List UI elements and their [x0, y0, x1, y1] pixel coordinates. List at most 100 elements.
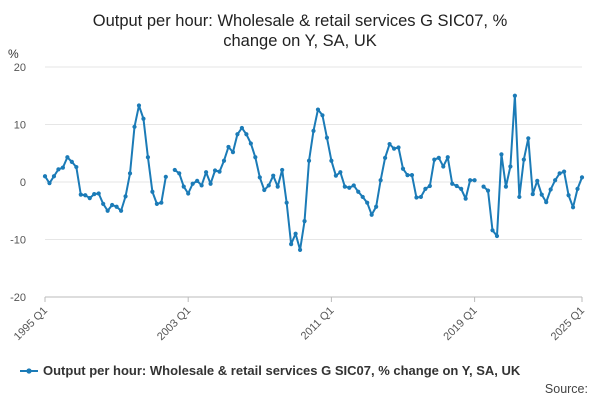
- data-point[interactable]: [302, 219, 307, 224]
- data-point[interactable]: [463, 196, 468, 201]
- data-point[interactable]: [56, 167, 61, 172]
- data-point[interactable]: [65, 155, 70, 160]
- data-point[interactable]: [548, 187, 553, 192]
- data-point[interactable]: [405, 173, 410, 178]
- data-point[interactable]: [289, 242, 294, 247]
- data-point[interactable]: [356, 189, 361, 194]
- data-point[interactable]: [181, 184, 186, 189]
- data-point[interactable]: [450, 181, 455, 186]
- data-point[interactable]: [472, 178, 477, 183]
- data-point[interactable]: [105, 208, 110, 213]
- data-point[interactable]: [508, 164, 513, 169]
- data-point[interactable]: [570, 205, 576, 210]
- data-point[interactable]: [490, 228, 495, 233]
- data-point[interactable]: [127, 171, 133, 176]
- data-point[interactable]: [535, 178, 540, 183]
- data-point[interactable]: [195, 178, 200, 183]
- data-point[interactable]: [69, 159, 74, 164]
- data-point[interactable]: [400, 166, 406, 171]
- data-point[interactable]: [123, 194, 128, 199]
- data-point[interactable]: [333, 173, 338, 178]
- data-point[interactable]: [499, 152, 504, 157]
- data-point[interactable]: [579, 175, 585, 180]
- data-point[interactable]: [539, 192, 544, 197]
- data-point[interactable]: [383, 155, 388, 160]
- data-point[interactable]: [481, 184, 486, 189]
- data-point[interactable]: [485, 188, 491, 193]
- data-point[interactable]: [315, 107, 321, 112]
- data-point[interactable]: [365, 200, 370, 205]
- data-point[interactable]: [177, 171, 182, 176]
- data-point[interactable]: [553, 178, 558, 183]
- data-point[interactable]: [235, 132, 240, 137]
- data-point[interactable]: [132, 124, 137, 129]
- data-point[interactable]: [87, 196, 92, 201]
- data-point[interactable]: [92, 191, 97, 197]
- data-point[interactable]: [118, 208, 124, 213]
- data-point[interactable]: [387, 141, 392, 147]
- data-point[interactable]: [544, 200, 549, 205]
- data-point[interactable]: [436, 155, 441, 160]
- data-point[interactable]: [562, 169, 567, 174]
- data-point[interactable]: [329, 158, 334, 163]
- data-point[interactable]: [360, 194, 365, 200]
- data-point[interactable]: [427, 183, 432, 189]
- data-point[interactable]: [338, 170, 343, 175]
- data-point[interactable]: [526, 136, 531, 141]
- data-point[interactable]: [432, 157, 437, 162]
- data-point[interactable]: [374, 204, 379, 209]
- data-point[interactable]: [226, 144, 231, 150]
- data-point[interactable]: [212, 168, 218, 173]
- data-point[interactable]: [136, 103, 142, 108]
- data-point[interactable]: [396, 145, 401, 150]
- data-point[interactable]: [347, 185, 352, 190]
- data-point[interactable]: [204, 170, 209, 175]
- data-point[interactable]: [280, 167, 285, 173]
- data-point[interactable]: [230, 150, 236, 155]
- data-point[interactable]: [494, 233, 500, 239]
- data-point[interactable]: [275, 184, 280, 189]
- data-point[interactable]: [557, 171, 562, 176]
- data-point[interactable]: [369, 212, 374, 217]
- data-point[interactable]: [378, 178, 383, 183]
- data-point[interactable]: [351, 183, 356, 188]
- data-point[interactable]: [311, 128, 316, 133]
- data-point[interactable]: [503, 184, 509, 189]
- data-point[interactable]: [154, 201, 159, 206]
- data-point[interactable]: [96, 191, 101, 196]
- data-point[interactable]: [342, 184, 347, 189]
- data-point[interactable]: [391, 146, 397, 151]
- data-point[interactable]: [190, 181, 195, 186]
- data-point[interactable]: [454, 183, 459, 189]
- data-point[interactable]: [512, 93, 517, 98]
- data-point[interactable]: [517, 194, 522, 200]
- data-point[interactable]: [293, 231, 298, 236]
- data-point[interactable]: [423, 186, 428, 191]
- data-point[interactable]: [441, 164, 446, 169]
- data-point[interactable]: [414, 195, 419, 200]
- data-point[interactable]: [566, 193, 571, 198]
- data-point[interactable]: [110, 202, 115, 208]
- data-point[interactable]: [468, 178, 473, 183]
- data-point[interactable]: [145, 155, 151, 160]
- data-point[interactable]: [141, 116, 146, 121]
- data-point[interactable]: [320, 113, 325, 118]
- data-point[interactable]: [239, 125, 244, 131]
- data-point[interactable]: [114, 204, 119, 209]
- data-point[interactable]: [459, 186, 464, 191]
- data-point[interactable]: [271, 173, 276, 178]
- data-point[interactable]: [83, 193, 88, 198]
- data-point[interactable]: [186, 191, 191, 196]
- data-point[interactable]: [445, 155, 450, 160]
- data-point[interactable]: [199, 183, 204, 188]
- data-point[interactable]: [306, 158, 312, 163]
- data-point[interactable]: [163, 174, 168, 179]
- data-point[interactable]: [266, 183, 271, 188]
- data-point[interactable]: [101, 201, 106, 206]
- data-point[interactable]: [159, 200, 164, 205]
- data-point[interactable]: [257, 175, 262, 180]
- data-point[interactable]: [324, 135, 330, 140]
- data-point[interactable]: [244, 132, 249, 137]
- legend[interactable]: Output per hour: Wholesale & retail serv…: [20, 363, 521, 378]
- data-point[interactable]: [208, 181, 213, 186]
